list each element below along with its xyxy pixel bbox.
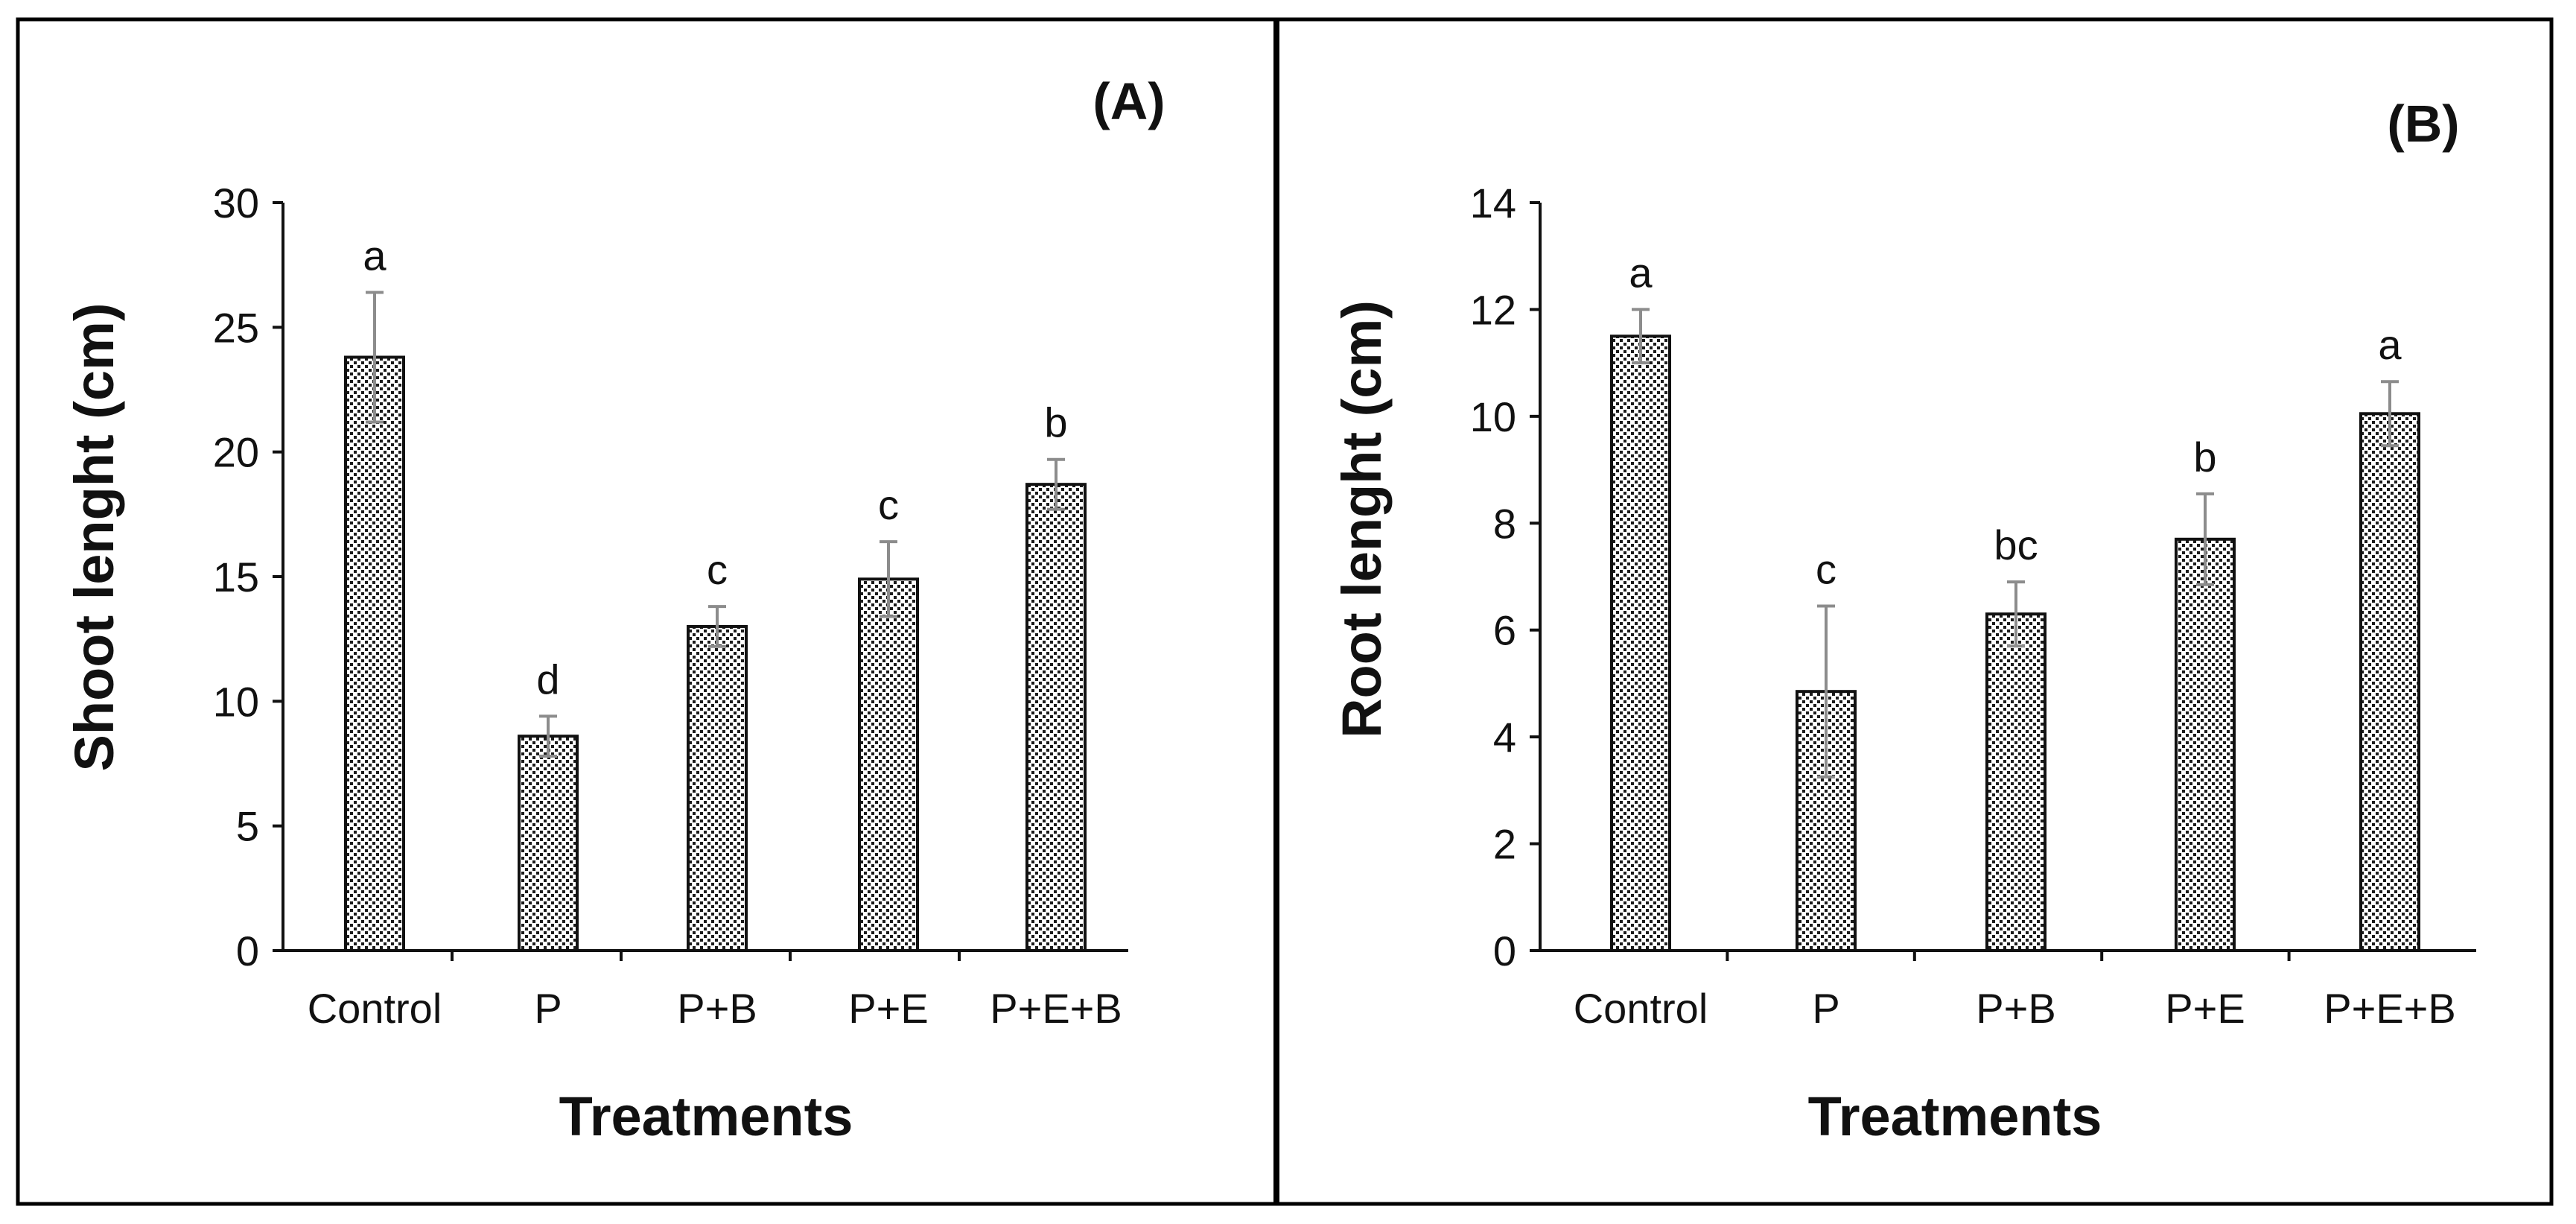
y-tick-label-a: 5	[236, 803, 259, 850]
significance-label-b-2: bc	[1994, 521, 2038, 568]
bar-a-1	[518, 735, 579, 952]
bar-b-0	[1610, 334, 1671, 952]
significance-label-b-0: a	[1629, 249, 1653, 296]
x-axis-title-b: Treatments	[1808, 1085, 2102, 1147]
y-tick-label-b: 4	[1493, 714, 1516, 761]
significance-label-a-2: c	[707, 546, 728, 593]
category-label-a-4: P+E+B	[990, 985, 1122, 1032]
bar-a-2	[687, 624, 748, 953]
y-tick-label-b: 8	[1493, 500, 1516, 547]
bar-a-3	[858, 577, 919, 952]
category-label-b-4: P+E+B	[2324, 985, 2455, 1032]
x-axis-title-a: Treatments	[559, 1085, 853, 1147]
y-tick-label-b: 2	[1493, 821, 1516, 868]
category-label-a-2: P+B	[677, 985, 757, 1032]
y-tick-label-b: 6	[1493, 607, 1516, 654]
significance-label-b-1: c	[1816, 545, 1836, 592]
y-tick-label-a: 30	[213, 180, 259, 226]
category-label-a-1: P	[534, 985, 562, 1032]
y-tick-label-b: 12	[1470, 286, 1516, 333]
significance-label-b-3: b	[2193, 434, 2216, 481]
y-tick-label-a: 10	[213, 678, 259, 725]
category-label-a-0: Control	[308, 985, 442, 1032]
y-tick-label-a: 20	[213, 429, 259, 476]
chart-panel-b: (B) Root lenght (cm) Treatments 0 2 4 6 8 10 1…	[1331, 95, 2476, 1147]
category-label-b-2: P+B	[1976, 985, 2055, 1032]
panel-label-b: (B)	[2387, 95, 2459, 153]
y-axis-title-a: Shoot lenght (cm)	[63, 303, 125, 772]
y-tick-label-a: 15	[213, 554, 259, 600]
significance-label-a-3: c	[878, 481, 899, 528]
bar-a-4	[1025, 483, 1087, 952]
significance-label-a-1: d	[536, 656, 559, 703]
significance-label-a-4: b	[1044, 399, 1067, 446]
category-label-a-3: P+E	[848, 985, 928, 1032]
y-axis-title-b: Root lenght (cm)	[1331, 300, 1393, 738]
y-tick-label-b: 0	[1493, 927, 1516, 974]
bar-b-3	[2175, 537, 2236, 952]
category-label-b-3: P+E	[2165, 985, 2245, 1032]
chart-panel-a: (A) Shoot lenght (cm) Treatments 0 5 10 15 2…	[63, 72, 1165, 1147]
bar-b-2	[1985, 612, 2047, 952]
panel-label-a: (A)	[1093, 72, 1165, 130]
y-tick-label-a: 0	[236, 927, 259, 974]
bar-b-4	[2359, 412, 2420, 952]
category-label-b-1: P	[1812, 985, 1839, 1032]
category-label-b-0: Control	[1574, 985, 1708, 1032]
bar-a-0	[344, 355, 405, 952]
y-tick-label-b: 14	[1470, 180, 1516, 226]
y-tick-label-b: 10	[1470, 393, 1516, 440]
y-tick-label-a: 25	[213, 304, 259, 351]
significance-label-b-4: a	[2378, 321, 2402, 368]
significance-label-a-0: a	[363, 232, 387, 279]
